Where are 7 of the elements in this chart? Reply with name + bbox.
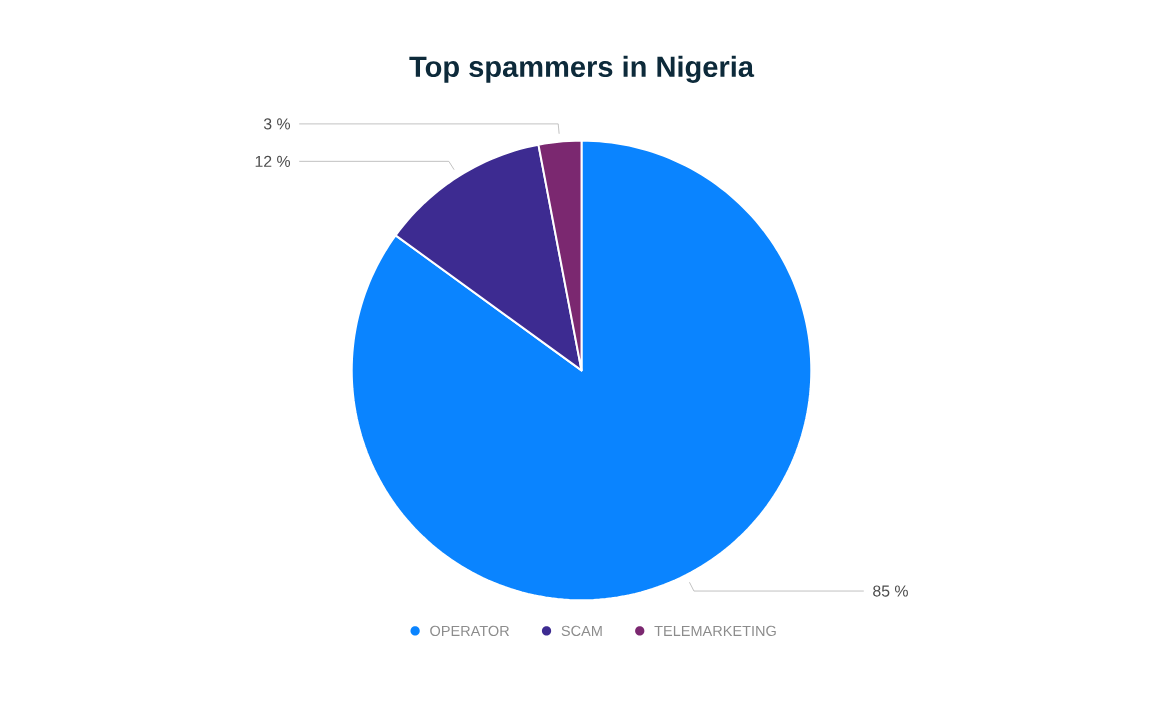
data-label: 85 %	[873, 585, 908, 597]
legend-label: TELEMARKETING	[654, 625, 776, 637]
chart-title: Top spammers in Nigeria	[409, 55, 755, 83]
data-label: 12 %	[255, 155, 291, 167]
data-label: 3 %	[263, 118, 291, 130]
legend-label: OPERATOR	[430, 625, 510, 637]
legend-label: SCAM	[561, 625, 602, 637]
